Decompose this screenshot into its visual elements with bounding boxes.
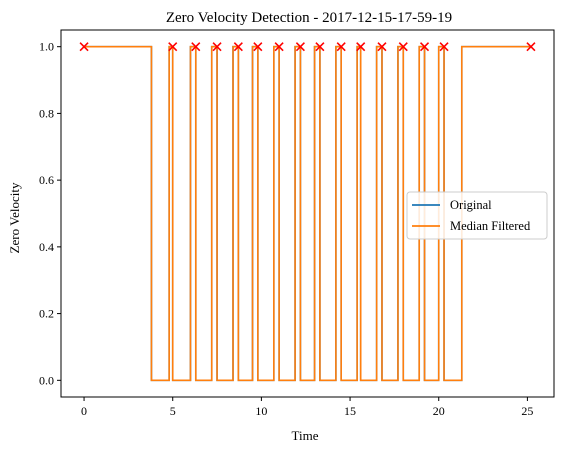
marker-x xyxy=(419,42,430,52)
x-tick-label: 20 xyxy=(433,404,445,418)
marker-x-stroke xyxy=(191,42,201,52)
marker-x-stroke xyxy=(398,42,408,52)
x-tick-label: 0 xyxy=(81,404,87,418)
axes: 0 5 10 15 20 25 0.0 0.2 0.4 0.6 0.8 1.0 xyxy=(39,29,555,418)
marker-x-stroke xyxy=(274,42,284,52)
marker-x xyxy=(439,42,449,52)
x-axis-label: Time xyxy=(292,428,319,443)
marker-x-stroke xyxy=(233,42,243,52)
marker-x-stroke xyxy=(212,42,222,52)
marker-x xyxy=(274,42,284,52)
x-tick-label: 5 xyxy=(170,404,176,418)
marker-x xyxy=(356,42,366,52)
y-tick-label: 0.2 xyxy=(39,307,54,321)
y-tick-label: 0.8 xyxy=(39,106,54,120)
marker-x xyxy=(191,42,201,52)
plot-frame xyxy=(60,29,555,398)
marker-x-stroke xyxy=(79,42,89,52)
marker-x-stroke xyxy=(168,42,178,52)
x-tick-label: 10 xyxy=(255,404,267,418)
marker-x xyxy=(398,42,408,52)
marker-x-stroke xyxy=(419,42,430,52)
marker-x xyxy=(233,42,243,52)
marker-x-stroke xyxy=(336,42,346,52)
legend-label: Original xyxy=(450,198,492,212)
marker-x xyxy=(295,42,305,52)
marker-x-stroke xyxy=(377,42,387,52)
y-tick-label: 0.6 xyxy=(39,173,54,187)
series-group xyxy=(84,45,531,382)
marker-x-stroke xyxy=(356,42,366,52)
marker-x-stroke xyxy=(253,42,263,52)
marker-x xyxy=(212,42,222,52)
y-tick-label: 0.4 xyxy=(39,240,54,254)
x-tick-label: 25 xyxy=(521,404,533,418)
marker-x xyxy=(526,42,536,52)
marker-x xyxy=(168,42,178,52)
legend-label: Median Filtered xyxy=(450,219,531,233)
y-tick-label: 1.0 xyxy=(39,40,54,54)
marker-x-stroke xyxy=(439,42,449,52)
y-axis-label: Zero Velocity xyxy=(7,182,22,253)
chart-title: Zero Velocity Detection - 2017-12-15-17-… xyxy=(166,10,452,26)
x-tick-label: 15 xyxy=(344,404,356,418)
legend-box xyxy=(406,191,548,240)
marker-x xyxy=(79,42,89,52)
legend: Original Median Filtered xyxy=(406,191,548,240)
marker-x xyxy=(377,42,387,52)
y-tick-label: 0.0 xyxy=(39,373,54,387)
marker-x-stroke xyxy=(315,42,325,52)
series-line-median-filtered xyxy=(84,45,531,382)
marker-x-stroke xyxy=(526,42,536,52)
marker-x xyxy=(336,42,346,52)
marker-x xyxy=(315,42,325,52)
marker-x xyxy=(253,42,263,52)
marker-x-stroke xyxy=(295,42,305,52)
plot-area xyxy=(79,42,536,382)
